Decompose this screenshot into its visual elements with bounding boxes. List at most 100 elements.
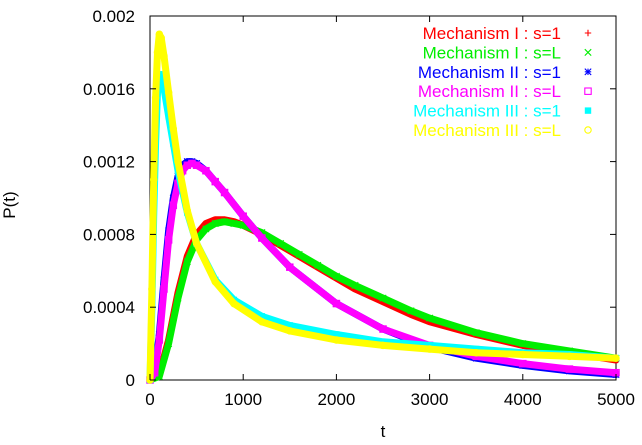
legend-item: Mechanism II : s=L [418, 82, 592, 101]
data-point [179, 161, 187, 169]
legend-marker [584, 107, 592, 114]
data-point [286, 322, 293, 329]
data-point [157, 34, 165, 42]
legend-marker [584, 126, 592, 134]
legend-item: Mechanism I : s=L [423, 43, 592, 62]
data-point [258, 313, 266, 320]
data-point [202, 225, 210, 233]
x-tick-label: 0 [145, 390, 154, 409]
y-tick-label: 0.002 [92, 7, 135, 26]
data-point [565, 352, 574, 361]
data-point [149, 176, 158, 184]
legend-marker [584, 68, 592, 76]
data-point [164, 236, 173, 244]
series-line [146, 30, 620, 384]
data-point [155, 30, 164, 38]
data-point [258, 318, 266, 326]
data-point [183, 161, 192, 169]
y-tick-label: 0.0004 [83, 298, 135, 317]
data-point [239, 212, 247, 220]
data-point [148, 285, 156, 293]
y-tick-label: 0.0016 [83, 80, 135, 99]
y-axis-label: P(t) [0, 191, 19, 218]
legend-label: Mechanism I : s=1 [423, 24, 561, 43]
data-point [286, 327, 294, 335]
legend-marker [584, 48, 592, 56]
legend-item: Mechanism III : s=1 [413, 102, 592, 121]
legend-label: Mechanism II : s=L [418, 82, 561, 101]
y-tick-label: 0.0012 [83, 153, 135, 172]
data-point [519, 350, 527, 359]
data-point [220, 218, 229, 226]
data-point [332, 336, 341, 344]
x-tick-label: 4000 [504, 390, 542, 409]
data-point [183, 258, 191, 266]
data-point [169, 201, 178, 210]
data-point [155, 336, 164, 344]
data-point [157, 72, 165, 80]
data-point [211, 219, 219, 228]
data-point [192, 161, 201, 169]
data-point [160, 52, 168, 60]
x-tick-label: 2000 [317, 390, 355, 409]
data-point [258, 234, 266, 242]
data-point [153, 48, 162, 57]
legend-marker [584, 87, 592, 95]
series-6 [146, 30, 620, 384]
legend-item: Mechanism III : s=L [413, 121, 592, 140]
data-point [151, 94, 160, 102]
y-tick-label: 0.0008 [83, 225, 135, 244]
legend-item: Mechanism I : s=1 [423, 24, 592, 43]
data-point [165, 340, 173, 348]
legend-marker [584, 29, 592, 37]
data-point [314, 261, 322, 269]
legend-label: Mechanism I : s=L [423, 43, 561, 62]
data-point [174, 294, 182, 302]
data-point [211, 177, 219, 186]
legend-label: Mechanism II : s=1 [418, 63, 561, 82]
data-point [332, 299, 341, 308]
data-point [519, 340, 527, 348]
data-point [425, 345, 434, 353]
data-point [188, 159, 196, 168]
legend-label: Mechanism III : s=1 [413, 102, 561, 121]
data-point [211, 277, 219, 286]
data-point [332, 272, 340, 280]
series-layer [146, 30, 620, 384]
data-point [379, 294, 387, 302]
data-point [230, 299, 238, 308]
axis-layer: 0 1000 2000 3000 4000 5000 0 0.0004 0.0008 0.0012… [83, 7, 635, 409]
x-tick-label: 3000 [411, 390, 449, 409]
x-tick-label: 5000 [597, 390, 635, 409]
data-point [169, 125, 178, 133]
data-point [230, 219, 238, 228]
data-point [379, 325, 387, 333]
series-line [146, 218, 620, 384]
series-2 [146, 218, 620, 384]
data-point [472, 348, 480, 357]
data-point [276, 239, 285, 248]
data-point [426, 314, 434, 322]
x-tick-label: 1000 [224, 390, 262, 409]
x-axis-label: t [381, 422, 386, 441]
data-point [286, 263, 294, 271]
data-point [379, 341, 387, 350]
data-point [472, 329, 480, 337]
data-point [333, 331, 340, 338]
data-point [174, 157, 182, 166]
y-tick-label: 0 [126, 371, 135, 390]
data-point [183, 206, 192, 215]
data-point [612, 354, 620, 362]
legend-label: Mechanism III : s=L [413, 121, 561, 140]
data-point [295, 250, 303, 259]
data-point [160, 285, 168, 293]
data-point [202, 166, 210, 175]
data-point [565, 365, 574, 373]
legend-item: Mechanism II : s=1 [418, 63, 592, 82]
data-point [519, 359, 527, 368]
data-point [160, 85, 168, 92]
data-point [192, 239, 201, 248]
data-point [220, 188, 229, 197]
